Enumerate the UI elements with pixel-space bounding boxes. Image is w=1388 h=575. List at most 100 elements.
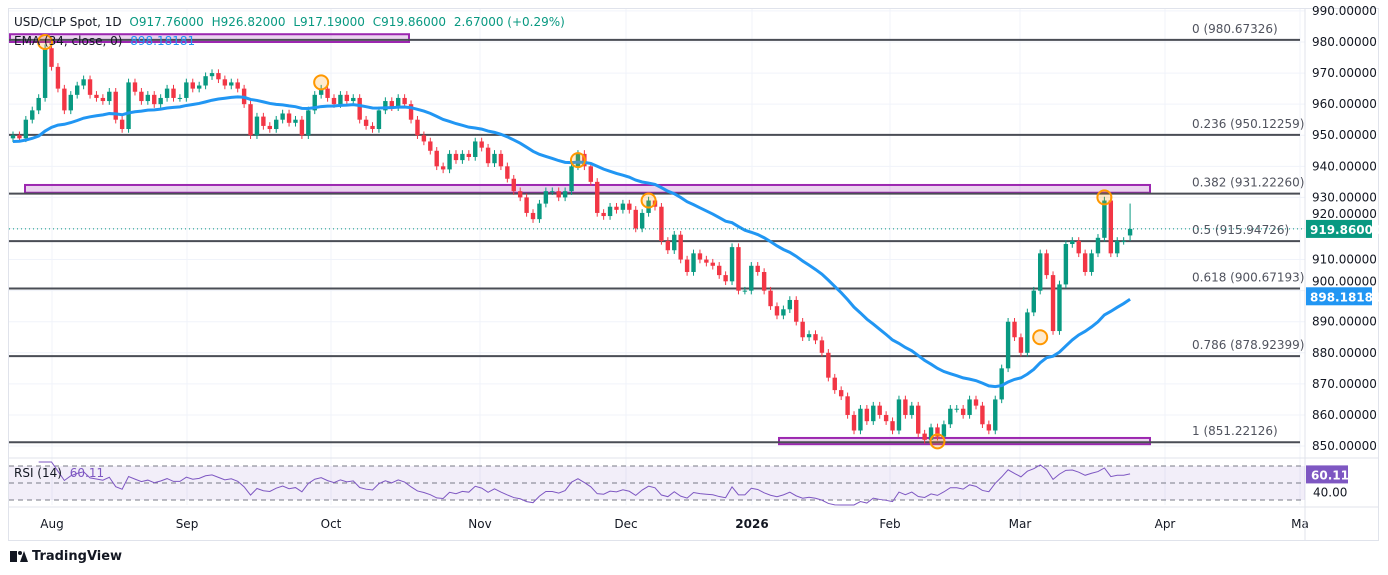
swing-point-marker[interactable] <box>1096 189 1113 206</box>
candle[interactable] <box>203 76 208 86</box>
candle[interactable] <box>659 206 664 241</box>
candle[interactable] <box>736 247 741 291</box>
candle[interactable] <box>672 234 677 251</box>
candle[interactable] <box>164 88 170 98</box>
candle[interactable] <box>453 153 459 161</box>
candle[interactable] <box>768 290 773 307</box>
candle[interactable] <box>376 110 382 130</box>
candle[interactable] <box>254 116 260 136</box>
candle[interactable] <box>139 91 144 102</box>
swing-point-marker[interactable] <box>929 433 946 450</box>
resistance-zone[interactable] <box>9 33 410 43</box>
candle[interactable] <box>781 309 786 316</box>
candle[interactable] <box>826 352 831 378</box>
candle[interactable] <box>665 240 671 251</box>
candle[interactable] <box>614 206 619 210</box>
candle[interactable] <box>68 94 73 111</box>
candle[interactable] <box>498 153 504 167</box>
candle[interactable] <box>485 147 491 164</box>
candle[interactable] <box>145 94 151 102</box>
candle[interactable] <box>774 306 780 316</box>
candle[interactable] <box>993 399 998 431</box>
candle[interactable] <box>787 299 793 310</box>
candle[interactable] <box>601 212 606 217</box>
candle[interactable] <box>389 101 394 108</box>
candle[interactable] <box>858 408 863 431</box>
candle[interactable] <box>344 94 350 102</box>
candle[interactable] <box>1082 253 1088 272</box>
candle[interactable] <box>171 88 176 98</box>
candle[interactable] <box>229 82 234 86</box>
candle[interactable] <box>505 166 510 179</box>
candle[interactable] <box>293 119 298 123</box>
candle[interactable] <box>588 166 593 182</box>
candle[interactable] <box>761 271 767 291</box>
tradingview-branding[interactable]: TradingView <box>10 549 122 564</box>
candle[interactable] <box>806 334 812 338</box>
candle[interactable] <box>1012 321 1017 338</box>
candle[interactable] <box>408 104 414 120</box>
candle[interactable] <box>1018 337 1024 353</box>
candle[interactable] <box>248 104 253 136</box>
candle[interactable] <box>23 119 29 139</box>
candle[interactable] <box>916 405 921 434</box>
candle[interactable] <box>190 82 195 89</box>
candle[interactable] <box>511 178 516 192</box>
candle[interactable] <box>209 73 215 77</box>
candle[interactable] <box>1044 253 1049 276</box>
candle[interactable] <box>286 113 292 123</box>
candle[interactable] <box>421 135 427 142</box>
candle[interactable] <box>1089 253 1094 272</box>
candle[interactable] <box>749 265 754 291</box>
candle[interactable] <box>370 125 375 130</box>
candle[interactable] <box>607 206 613 217</box>
candle[interactable] <box>312 94 317 111</box>
candle[interactable] <box>126 82 131 130</box>
candle[interactable] <box>1057 284 1062 332</box>
candle[interactable] <box>30 110 35 120</box>
candle[interactable] <box>909 405 914 415</box>
candle[interactable] <box>36 97 41 111</box>
candle[interactable] <box>1102 200 1107 238</box>
candle[interactable] <box>755 265 760 272</box>
candle[interactable] <box>543 191 549 204</box>
candle[interactable] <box>1095 237 1101 254</box>
candle[interactable] <box>864 408 870 422</box>
candle[interactable] <box>928 427 934 440</box>
candle[interactable] <box>973 399 979 406</box>
candle[interactable] <box>678 234 683 260</box>
candle[interactable] <box>460 153 465 161</box>
candle[interactable] <box>357 97 362 120</box>
candle[interactable] <box>1121 240 1126 242</box>
candle[interactable] <box>466 153 472 157</box>
candle[interactable] <box>883 414 889 422</box>
candle[interactable] <box>1108 200 1114 254</box>
candle[interactable] <box>704 259 709 263</box>
candle[interactable] <box>948 408 953 425</box>
candle[interactable] <box>184 82 189 98</box>
candle[interactable] <box>697 253 703 260</box>
candle[interactable] <box>1070 240 1075 245</box>
candle[interactable] <box>434 150 439 167</box>
candle[interactable] <box>639 212 645 229</box>
candle[interactable] <box>684 259 690 272</box>
candle[interactable] <box>1063 244 1069 285</box>
candle[interactable] <box>363 119 369 126</box>
candle[interactable] <box>415 119 420 136</box>
candle[interactable] <box>717 265 722 276</box>
candle[interactable] <box>479 141 484 148</box>
swing-point-marker[interactable] <box>640 192 657 209</box>
candle[interactable] <box>1076 240 1081 254</box>
candle[interactable] <box>216 73 221 80</box>
candle[interactable] <box>280 113 285 120</box>
candle[interactable] <box>890 421 895 431</box>
candle[interactable] <box>517 191 523 198</box>
candle[interactable] <box>62 88 67 111</box>
candle[interactable] <box>81 79 86 86</box>
candle[interactable] <box>569 166 574 192</box>
candle[interactable] <box>306 110 311 136</box>
candle[interactable] <box>55 66 61 89</box>
candle[interactable] <box>492 153 497 164</box>
candle[interactable] <box>954 408 959 410</box>
candle[interactable] <box>338 94 343 105</box>
